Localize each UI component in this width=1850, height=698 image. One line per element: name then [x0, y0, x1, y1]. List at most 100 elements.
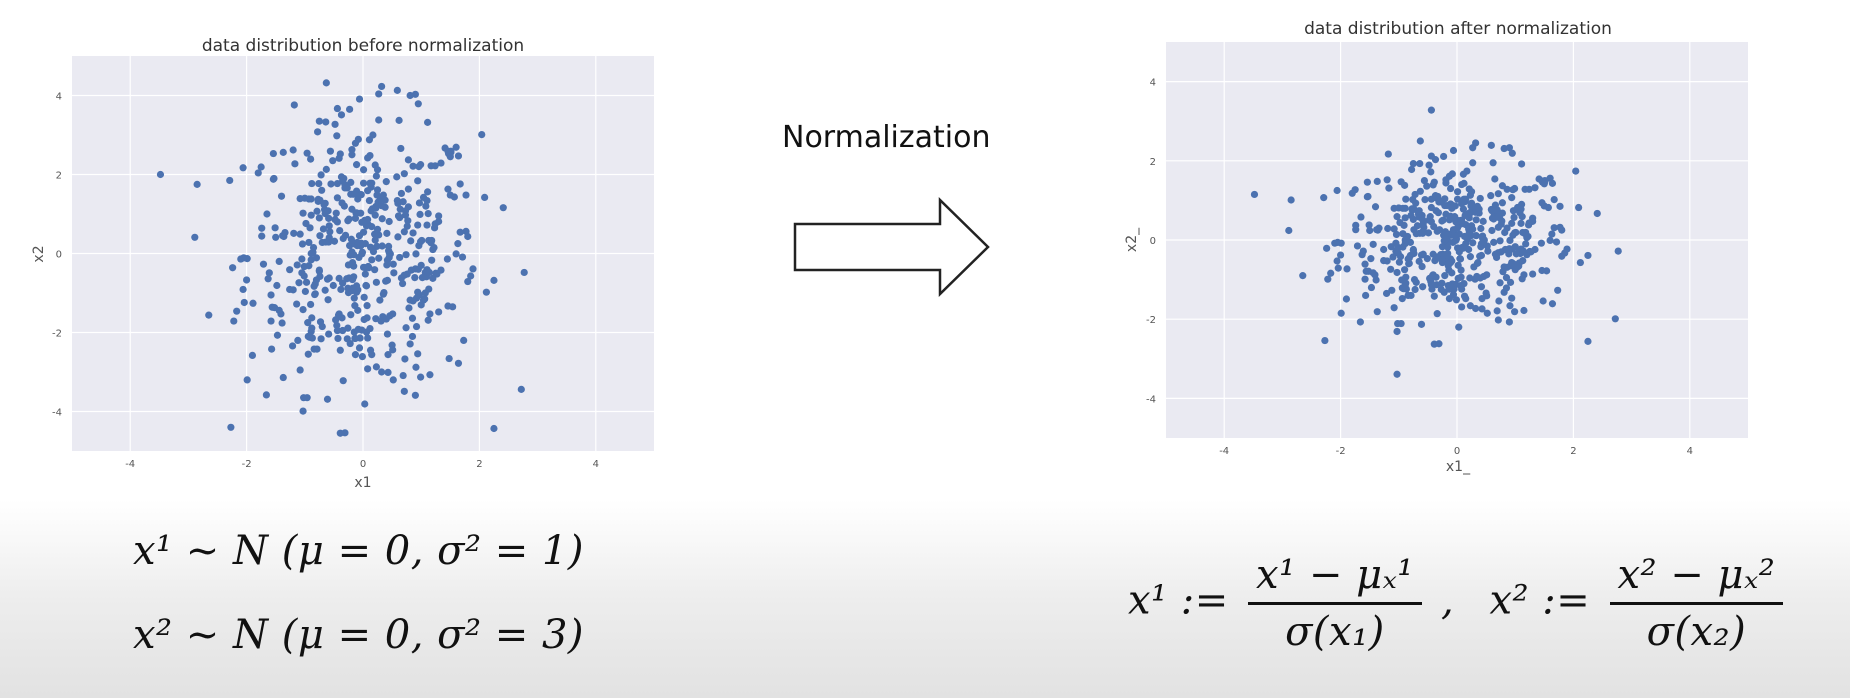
scatter-point	[310, 345, 318, 353]
scatter-point	[277, 192, 286, 200]
scatter-point	[1463, 167, 1471, 175]
scatter-point	[414, 100, 422, 108]
scatter-point	[304, 350, 312, 358]
scatter-point	[1495, 211, 1504, 219]
scatter-point	[229, 264, 237, 272]
scatter-point	[1397, 178, 1405, 186]
scatter-point	[273, 331, 282, 339]
scatter-point	[1517, 219, 1525, 227]
scatter-point	[316, 272, 324, 281]
scatter-point	[301, 194, 309, 202]
scatter-point	[339, 279, 347, 287]
scatter-point	[384, 368, 392, 376]
scatter-point	[1519, 247, 1527, 255]
scatter-point	[1520, 306, 1528, 315]
scatter-point	[435, 308, 443, 316]
scatter-point	[1445, 216, 1454, 224]
scatter-point	[1488, 214, 1497, 222]
scatter-point	[301, 287, 309, 296]
scatter-point	[1287, 196, 1295, 204]
scatter-point	[1334, 264, 1342, 272]
scatter-point	[1491, 201, 1500, 209]
scatter-point	[1459, 205, 1468, 213]
scatter-point	[1371, 203, 1380, 211]
scatter-point	[378, 242, 386, 250]
scatter-point	[411, 273, 419, 282]
scatter-point	[325, 214, 333, 222]
scatter-point	[1433, 310, 1441, 318]
scatter-point	[1458, 303, 1466, 311]
scatter-point	[425, 285, 433, 293]
scatter-point	[1433, 253, 1441, 261]
scatter-point	[1250, 190, 1259, 199]
scatter-point	[372, 278, 380, 286]
scatter-point	[1363, 178, 1371, 186]
scatter-point	[289, 146, 297, 154]
scatter-point	[1494, 316, 1502, 324]
scatter-point	[344, 284, 352, 292]
scatter-point	[1546, 236, 1554, 244]
scatter-point	[1502, 284, 1511, 292]
scatter-point	[433, 270, 441, 278]
scatter-point	[1395, 258, 1403, 266]
scatter-point	[393, 173, 401, 181]
scatter-point	[362, 281, 370, 290]
scatter-point	[1320, 194, 1328, 202]
scatter-point	[365, 196, 374, 205]
scatter-point	[1491, 250, 1500, 258]
scatter-point	[383, 276, 392, 284]
scatter-point	[359, 166, 368, 174]
scatter-point	[323, 395, 332, 403]
scatter-point	[424, 210, 432, 218]
fraction-1: x¹ − μₓ¹ σ(x₁)	[1248, 552, 1422, 655]
scatter-point	[291, 160, 299, 168]
scatter-point	[424, 188, 432, 196]
scatter-point	[404, 217, 412, 225]
scatter-point	[1342, 295, 1351, 303]
scatter-point	[1445, 295, 1454, 303]
scatter-point	[373, 242, 381, 250]
scatter-point	[404, 185, 412, 193]
scatter-point	[1369, 269, 1377, 277]
scatter-point	[1491, 175, 1499, 183]
scatter-point	[378, 202, 386, 210]
scatter-point	[1455, 244, 1463, 252]
scatter-point	[1456, 255, 1464, 263]
scatter-point	[333, 179, 341, 188]
scatter-point	[402, 251, 410, 259]
scatter-point	[414, 221, 422, 229]
scatter-point	[1561, 249, 1569, 257]
scatter-point	[269, 149, 277, 158]
y-tick-label: -4	[1146, 394, 1156, 405]
scatter-point	[1544, 203, 1552, 212]
scatter-point	[347, 311, 355, 319]
scatter-point	[1466, 209, 1474, 218]
scatter-point	[454, 359, 463, 367]
scatter-point	[1462, 239, 1470, 248]
scatter-point	[1454, 261, 1462, 269]
scatter-point	[464, 232, 472, 241]
scatter-point	[307, 249, 315, 258]
scatter-point	[340, 174, 348, 183]
scatter-point	[1521, 230, 1529, 238]
scatter-point	[307, 300, 315, 309]
scatter-point	[1421, 196, 1429, 204]
scatter-point	[254, 169, 262, 177]
x-tick-label: 4	[593, 459, 599, 470]
scatter-point	[333, 194, 341, 202]
scatter-point	[1442, 179, 1450, 187]
scatter-point	[1575, 203, 1583, 212]
scatter-point	[279, 148, 287, 156]
scatter-point	[1508, 149, 1516, 157]
scatter-point	[1392, 230, 1401, 239]
scatter-point	[1482, 289, 1490, 297]
scatter-point	[331, 215, 339, 224]
scatter-point	[1556, 202, 1564, 210]
scatter-point	[1407, 211, 1415, 220]
scatter-point	[1448, 269, 1456, 277]
scatter-point	[316, 232, 324, 240]
scatter-point	[361, 240, 369, 248]
scatter-point	[1490, 238, 1498, 246]
scatter-point	[337, 111, 346, 119]
scatter-point	[1364, 192, 1372, 201]
